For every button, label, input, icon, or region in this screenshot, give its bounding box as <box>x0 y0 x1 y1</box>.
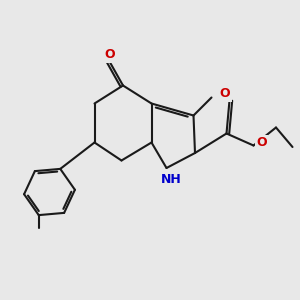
Text: NH: NH <box>160 173 182 186</box>
Text: O: O <box>220 87 230 101</box>
Text: O: O <box>256 136 267 149</box>
Text: O: O <box>104 48 115 62</box>
